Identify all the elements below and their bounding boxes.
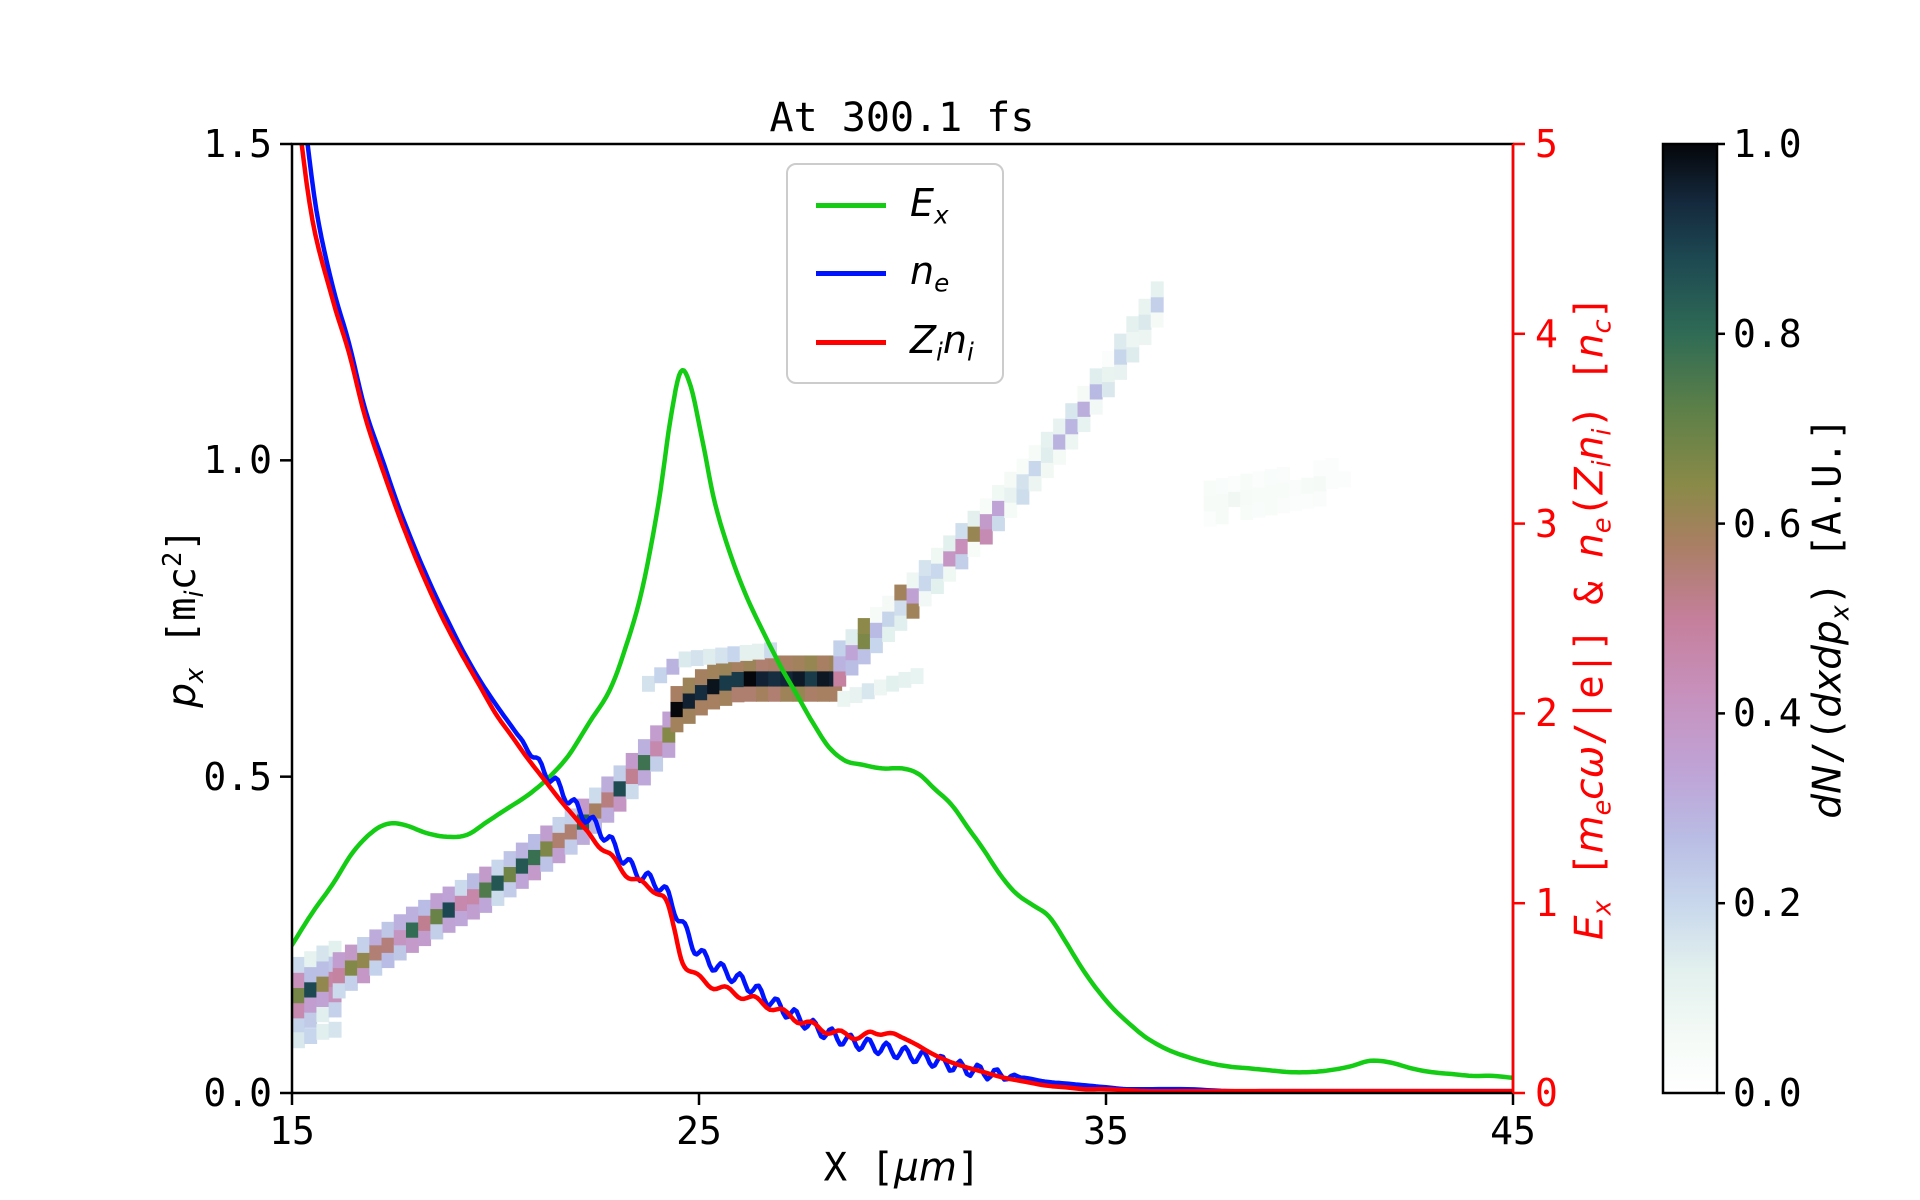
Ex-curve	[292, 367, 1513, 1081]
axes	[280, 142, 1525, 1105]
Zini-curve	[299, 144, 1513, 1093]
colorbar	[1661, 142, 1725, 1095]
colorbar-frame	[1661, 142, 1719, 1095]
heatmap	[292, 281, 1351, 1049]
colorbar-gradient	[1663, 144, 1717, 1093]
curves	[292, 144, 1513, 1093]
